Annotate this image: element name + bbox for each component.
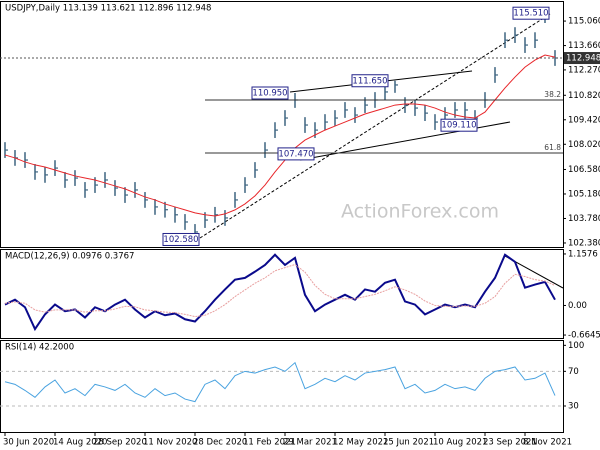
annotation-box: [277, 147, 315, 161]
rsi-title: RSI(14) 42.2000: [5, 343, 74, 353]
watermark: ActionForex.com: [341, 201, 499, 223]
y-tick-label: 102.380: [568, 238, 600, 248]
y-tick-label: 115.060: [568, 17, 600, 27]
annotation-label: 102.580: [163, 235, 198, 245]
y-tick-label: 30: [568, 402, 579, 412]
annotation-label: 111.650: [352, 76, 387, 86]
indicator-line: [4, 253, 556, 332]
y-tick-label: 112.270: [568, 65, 600, 75]
x-tick-label: 11 Feb 2021: [243, 438, 296, 448]
price-title: USDJPY,Daily 113.139 113.621 112.896 112…: [5, 4, 211, 14]
x-tick-label: 29 Mar 2021: [283, 438, 337, 448]
annotation-box: [162, 232, 200, 246]
x-tick-label: 10 Aug 2021: [433, 438, 487, 448]
indicator-line: [4, 361, 556, 403]
price-panel: [0, 1, 564, 248]
x-tick-label: 11 Nov 2020: [143, 438, 197, 448]
x-tick-label: 25 Jun 2021: [383, 438, 434, 448]
macd-title: MACD(12,26,9) 0.0976 0.3767: [5, 252, 134, 262]
y-tick-label: 100: [568, 341, 584, 351]
y-tick-label: 1.1576: [568, 249, 598, 259]
indicator-line: [4, 263, 556, 318]
last-price-box: [564, 52, 600, 65]
x-tick-label: 23 Sep 2021: [483, 438, 537, 448]
y-tick-label: 105.180: [568, 189, 600, 199]
y-tick-label: 70: [568, 367, 579, 377]
annotation-label: 115.510: [513, 9, 548, 19]
y-tick-label: 0.00: [568, 301, 587, 311]
trend-line: [199, 13, 551, 239]
y-tick-label: -0.6645: [568, 331, 600, 341]
x-tick-label: 12 May 2021: [333, 438, 388, 448]
last-price-label: 112.948: [566, 54, 600, 64]
macd-panel: [0, 249, 564, 339]
rsi-panel: [0, 340, 564, 433]
y-tick-label: 106.580: [568, 165, 600, 175]
y-tick-label: 109.420: [568, 115, 600, 125]
y-tick-label: 113.660: [568, 41, 600, 51]
x-tick-label: 8 Nov 2021: [523, 438, 572, 448]
annotation-box: [512, 6, 550, 20]
annotation-box: [351, 74, 389, 88]
x-tick-label: 28 Dec 2020: [193, 438, 247, 448]
y-tick-label: 103.780: [568, 214, 600, 224]
fib-label: 61.8: [544, 143, 561, 152]
x-tick-label: 28 Sep 2020: [93, 438, 147, 448]
x-tick-label: 30 Jun 2020: [3, 438, 54, 448]
fib-label: 38.2: [544, 90, 561, 99]
x-tick-label: 14 Aug 2020: [53, 438, 107, 448]
y-tick-label: 110.820: [568, 91, 600, 101]
moving-average: [4, 54, 556, 217]
annotation-label: 109.110: [441, 121, 476, 131]
annotation-box: [251, 86, 289, 100]
annotation-label: 107.470: [278, 149, 313, 159]
annotation-label: 110.950: [252, 89, 287, 99]
y-tick-label: 108.020: [568, 140, 600, 150]
annotation-box: [440, 118, 478, 132]
